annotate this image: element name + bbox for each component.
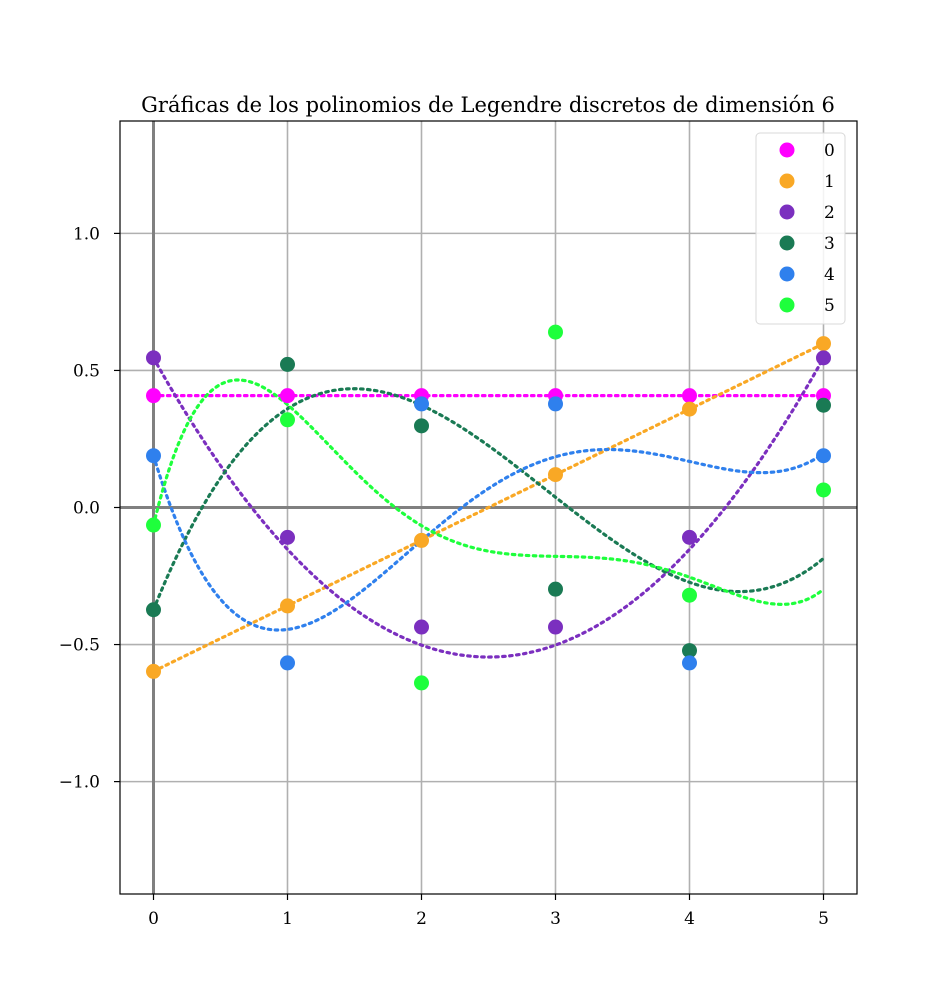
x-tick-label-3: 3 — [550, 909, 561, 929]
point-series-0-4 — [682, 388, 697, 404]
point-series-2-1 — [280, 529, 295, 545]
curve-series-2 — [151, 356, 826, 659]
curve-series-5 — [151, 378, 826, 606]
legend-label-0: 0 — [824, 141, 835, 161]
y-tick-label-3: 0.5 — [73, 361, 100, 381]
point-series-3-5 — [816, 397, 831, 413]
legend-label-2: 2 — [824, 203, 835, 223]
point-series-3-1 — [280, 356, 295, 372]
curve-series-1 — [151, 342, 826, 673]
point-series-4-0 — [146, 448, 161, 464]
legend-label-3: 3 — [824, 234, 835, 254]
x-tick-label-0: 0 — [148, 909, 159, 929]
legend-label-5: 5 — [824, 296, 835, 316]
point-series-4-2 — [414, 396, 429, 412]
point-series-4-5 — [816, 448, 831, 464]
chart-title: Gráficas de los polinomios de Legendre d… — [141, 93, 835, 117]
point-series-3-4 — [682, 643, 697, 659]
curves — [151, 342, 826, 673]
point-series-1-2 — [414, 532, 429, 548]
legend: 0 1 2 3 4 5 — [755, 132, 846, 325]
legend-box — [755, 132, 846, 325]
point-series-5-5 — [816, 482, 831, 498]
x-tick-label-1: 1 — [282, 909, 293, 929]
point-series-5-3 — [548, 324, 563, 340]
point-series-2-0 — [146, 350, 161, 366]
point-series-5-4 — [682, 587, 697, 603]
legend-marker-5 — [779, 297, 795, 313]
x-tick-label-4: 4 — [684, 909, 695, 929]
ticks: 0 1 2 3 4 5 −1.0 −0.5 0.0 0.5 1.0 — [59, 224, 829, 929]
x-tick-label-5: 5 — [818, 909, 829, 929]
y-tick-label-1: −0.5 — [59, 636, 100, 656]
point-series-1-1 — [280, 598, 295, 614]
legend-marker-4 — [779, 266, 795, 282]
legend-marker-1 — [779, 173, 795, 189]
y-tick-label-0: −1.0 — [59, 773, 100, 793]
y-tick-label-2: 0.0 — [73, 499, 100, 519]
x-tick-label-2: 2 — [416, 909, 427, 929]
point-series-1-5 — [816, 336, 831, 352]
y-tick-label-4: 1.0 — [73, 224, 100, 244]
point-series-3-0 — [146, 602, 161, 618]
curve-series-4 — [151, 447, 826, 632]
point-series-3-2 — [414, 418, 429, 434]
point-series-5-1 — [280, 412, 295, 428]
point-series-2-2 — [414, 619, 429, 635]
legend-label-1: 1 — [824, 172, 835, 192]
legend-marker-3 — [779, 235, 795, 251]
point-series-5-2 — [414, 675, 429, 691]
data-points — [146, 324, 831, 691]
point-series-0-1 — [280, 388, 295, 404]
point-series-2-4 — [682, 529, 697, 545]
point-series-1-3 — [548, 467, 563, 483]
curve-series-3 — [151, 387, 826, 612]
legend-marker-2 — [779, 204, 795, 220]
legend-marker-0 — [779, 142, 795, 158]
legend-label-4: 4 — [824, 265, 835, 285]
point-series-1-4 — [682, 401, 697, 417]
point-series-1-0 — [146, 663, 161, 679]
point-series-5-0 — [146, 517, 161, 533]
point-series-2-3 — [548, 619, 563, 635]
point-series-2-5 — [816, 350, 831, 366]
point-series-3-3 — [548, 581, 563, 597]
point-series-4-1 — [280, 655, 295, 671]
point-series-4-3 — [548, 396, 563, 412]
point-series-4-4 — [682, 655, 697, 671]
point-series-0-0 — [146, 388, 161, 404]
